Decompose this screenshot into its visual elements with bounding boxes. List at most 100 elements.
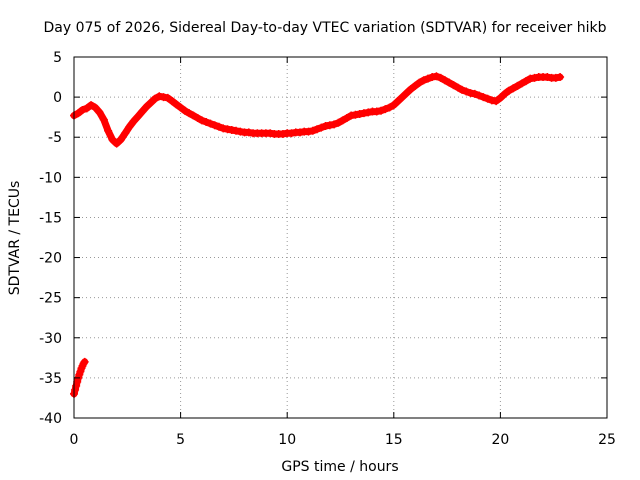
- data-point: [526, 74, 535, 83]
- data-point: [197, 116, 206, 125]
- data-point: [436, 73, 445, 82]
- data-point: [163, 93, 172, 102]
- data-point: [159, 93, 168, 102]
- x-axis-label: GPS time / hours: [281, 459, 398, 475]
- data-point: [317, 123, 326, 132]
- data-point: [500, 89, 509, 98]
- x-axis: 0 5 10 15 20 25: [70, 57, 616, 448]
- data-point: [321, 121, 330, 130]
- data-point: [206, 119, 215, 128]
- data-point: [496, 93, 505, 102]
- data-point: [381, 105, 390, 114]
- data-point: [470, 89, 479, 98]
- data-point: [129, 117, 138, 126]
- data-point: [189, 111, 198, 120]
- data-point: [193, 113, 202, 122]
- data-point: [475, 91, 484, 100]
- x-tick-label: 0: [70, 432, 79, 448]
- data-point: [138, 107, 147, 116]
- data-point: [80, 357, 89, 366]
- data-point: [287, 129, 296, 138]
- data-point: [95, 108, 104, 117]
- data-point: [428, 73, 437, 82]
- data-point: [492, 97, 501, 106]
- data-point: [79, 359, 88, 368]
- data-point: [355, 109, 364, 118]
- series-group: [70, 72, 565, 398]
- data-point: [304, 127, 313, 136]
- data-point: [543, 73, 552, 82]
- y-axis: 5 0 -5 -10 -15 -20 -25 -30 -35 -40: [39, 50, 607, 427]
- data-point: [423, 74, 432, 83]
- data-point: [483, 94, 492, 103]
- data-point: [151, 94, 160, 103]
- y-tick-label: -25: [39, 291, 62, 307]
- y-tick-label: 0: [53, 90, 62, 106]
- data-point: [458, 85, 467, 94]
- data-point: [82, 104, 91, 113]
- y-tick-label: -30: [39, 331, 62, 347]
- data-point: [419, 76, 428, 85]
- plot-frame: [73, 56, 608, 419]
- data-point: [87, 101, 96, 110]
- data-point: [168, 97, 177, 106]
- data-point: [330, 120, 339, 129]
- data-point: [411, 81, 420, 90]
- data-point: [364, 108, 373, 117]
- data-point: [146, 98, 155, 107]
- data-point: [116, 135, 125, 144]
- data-point: [530, 73, 539, 82]
- data-point: [99, 115, 108, 124]
- data-point: [338, 116, 347, 125]
- data-point: [176, 103, 185, 112]
- data-point: [73, 377, 82, 386]
- data-point: [487, 96, 496, 105]
- data-point: [334, 118, 343, 127]
- data-point: [172, 100, 181, 109]
- data-point: [78, 105, 87, 114]
- y-tick-label: -10: [39, 170, 62, 186]
- data-point: [449, 81, 458, 90]
- data-point: [445, 78, 454, 87]
- y-tick-label: 5: [53, 50, 62, 66]
- y-tick-label: -35: [39, 371, 62, 387]
- data-point: [504, 86, 513, 95]
- data-point: [551, 73, 560, 82]
- data-point: [517, 79, 526, 88]
- x-tick-label: 10: [278, 432, 296, 448]
- series-2: [70, 357, 89, 398]
- data-point: [308, 126, 317, 135]
- data-point: [244, 128, 253, 137]
- data-point: [377, 106, 386, 115]
- data-point: [219, 124, 228, 133]
- data-point: [351, 110, 360, 119]
- data-point: [202, 117, 211, 126]
- data-point: [91, 103, 100, 112]
- data-point: [74, 109, 83, 118]
- y-tick-label: -15: [39, 210, 62, 226]
- data-point: [513, 81, 522, 90]
- data-point: [479, 93, 488, 102]
- x-tick-label: 15: [385, 432, 403, 448]
- data-point: [223, 125, 232, 134]
- data-point: [125, 122, 134, 131]
- data-point: [72, 381, 81, 390]
- x-tick-label: 5: [176, 432, 185, 448]
- data-point: [155, 92, 164, 101]
- data-point: [398, 93, 407, 102]
- x-tick-label: 20: [491, 432, 509, 448]
- data-point: [325, 121, 334, 130]
- data-point: [210, 121, 219, 130]
- y-axis-label: SDTVAR / TECUs: [7, 181, 23, 296]
- chart-title: Day 075 of 2026, Sidereal Day-to-day VTE…: [44, 20, 607, 36]
- data-point: [432, 72, 441, 81]
- data-point: [453, 83, 462, 92]
- data-point: [521, 77, 530, 86]
- data-point: [227, 126, 236, 135]
- data-point: [415, 78, 424, 87]
- data-point: [372, 107, 381, 116]
- data-point: [112, 139, 121, 148]
- data-point: [440, 76, 449, 85]
- data-point: [71, 385, 80, 394]
